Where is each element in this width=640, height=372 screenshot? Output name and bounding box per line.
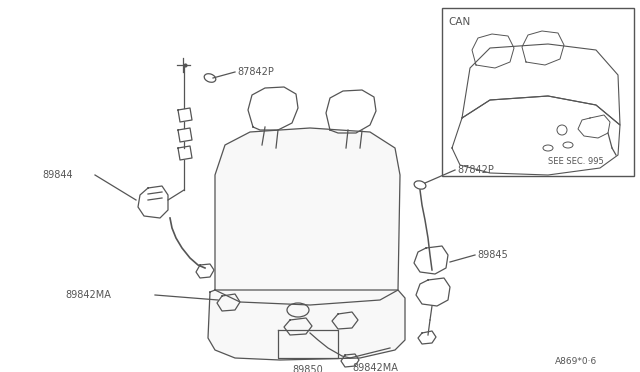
Text: 89850: 89850 [292, 365, 323, 372]
Text: 87842P: 87842P [237, 67, 274, 77]
Polygon shape [208, 290, 405, 360]
Text: CAN: CAN [448, 17, 470, 27]
Text: 89845: 89845 [477, 250, 508, 260]
Text: 89842MA: 89842MA [65, 290, 111, 300]
Bar [442, 8, 634, 176]
Text: 89844: 89844 [42, 170, 72, 180]
Polygon shape [215, 128, 400, 305]
Text: 89842MA: 89842MA [352, 363, 398, 372]
Text: SEE SEC. 995: SEE SEC. 995 [548, 157, 604, 167]
Text: 87842P: 87842P [457, 165, 494, 175]
Text: A869*0·6: A869*0·6 [555, 357, 597, 366]
